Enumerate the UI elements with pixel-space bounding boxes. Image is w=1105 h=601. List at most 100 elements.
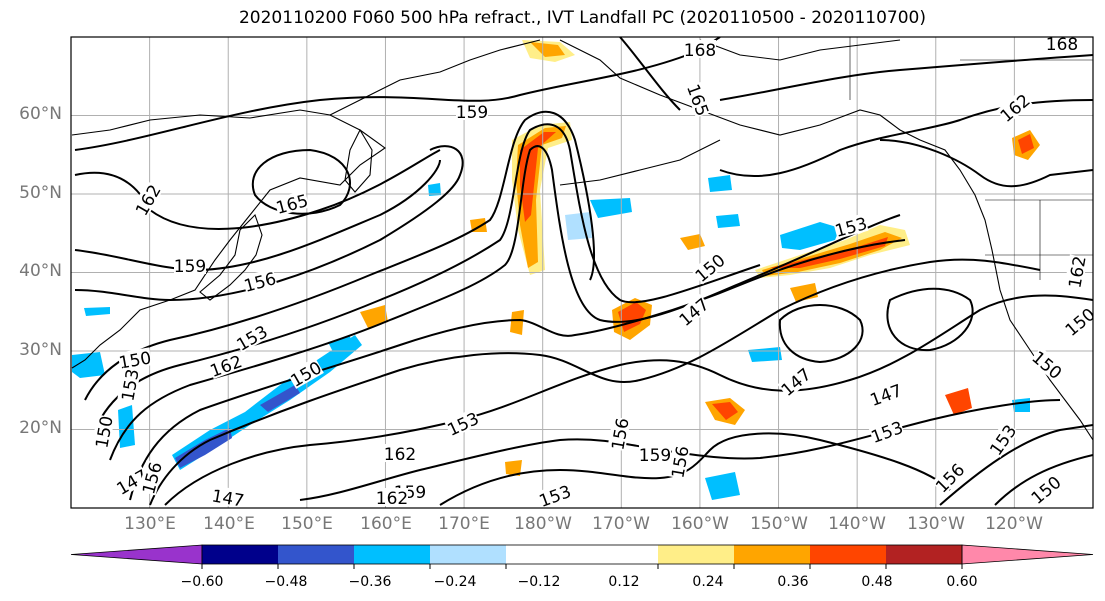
contour-line — [719, 54, 1093, 101]
contour-label: 162 — [376, 489, 408, 509]
contour-label-background — [138, 459, 164, 496]
colorbar-under-arrow — [70, 544, 203, 565]
contour-label-background — [113, 465, 150, 497]
lon-label-130w: 130°W — [907, 514, 965, 534]
anomaly-patch-central — [84, 307, 110, 316]
contour-label-background — [117, 347, 153, 371]
lat-label-20: 20°N — [19, 418, 62, 438]
lon-label-150w: 150°W — [750, 514, 808, 534]
anomaly-patch-central — [328, 336, 352, 350]
contour-line — [164, 294, 1093, 506]
contour-label: 168 — [1046, 35, 1078, 55]
lat-label-60: 60°N — [19, 104, 62, 124]
colorbar-bin — [430, 545, 506, 564]
anomaly-patch-mid — [505, 460, 522, 476]
contour-label: 156 — [668, 444, 693, 479]
colorbar-tick: 0.12 — [608, 574, 640, 590]
anomaly-patch-alaska-north — [530, 42, 565, 57]
contour-label: 153 — [444, 409, 482, 441]
contour-label-background — [376, 488, 408, 506]
contour-line — [74, 145, 464, 302]
positive-anomaly-shading — [360, 40, 1040, 476]
contour-label-background — [607, 416, 631, 452]
contour-label-background — [691, 250, 728, 285]
colorbar-tick: −0.12 — [517, 574, 561, 590]
contour-label: 150 — [1028, 473, 1066, 509]
contour-label-background — [1029, 347, 1066, 382]
colorbar-bin — [278, 545, 354, 564]
contour-label-background — [639, 445, 671, 463]
map-frame — [70, 36, 1094, 509]
contour-label: 147 — [868, 381, 905, 411]
anomaly-patch-kuroshio — [175, 428, 232, 468]
anomaly-patch-east-pacific — [780, 222, 840, 250]
colorbar-bin — [886, 545, 962, 564]
contour-line — [74, 149, 441, 230]
contour-label: 147 — [778, 365, 816, 401]
colorbar-tick: −0.60 — [180, 574, 224, 590]
contour-label-background — [931, 459, 967, 495]
colorbar-tick: 0.24 — [692, 574, 724, 590]
anomaly-patch-east-china — [72, 352, 105, 378]
lon-label-150e: 150°E — [281, 514, 333, 534]
lon-label-130e: 130°E — [124, 514, 176, 534]
colorbar-bin — [506, 545, 658, 564]
contour-label-background — [868, 417, 905, 445]
contour-label: 150 — [1027, 348, 1065, 384]
contour-label: 159 — [174, 257, 206, 277]
contour-label: 156 — [242, 269, 279, 297]
colorbar-tick: 0.48 — [861, 574, 893, 590]
colorbar-bin — [734, 545, 810, 564]
coastline-asia — [71, 109, 386, 369]
contour-label-background — [675, 294, 712, 329]
lon-label-160e: 160°E — [360, 514, 412, 534]
contour-label: 153 — [118, 367, 143, 402]
colorbar-tick: 0.36 — [777, 574, 809, 590]
colorbar-bin — [202, 545, 278, 564]
coastline-north — [699, 39, 901, 61]
contour-label-background — [444, 408, 481, 439]
lon-label-170e: 170°E — [438, 514, 490, 534]
state-borders — [849, 37, 1093, 280]
anomaly-patch-kuroshio — [260, 385, 300, 412]
anomaly-patch-mid — [790, 283, 818, 302]
contour-label-background — [273, 190, 310, 216]
contour-label: 156 — [608, 416, 633, 451]
colorbar-tick: −0.24 — [433, 574, 477, 590]
colorbar-tick: −0.48 — [264, 574, 308, 590]
contour-label-background — [685, 81, 713, 118]
contour-line — [74, 159, 441, 272]
contour-label: 162 — [132, 181, 166, 219]
contour-lines — [74, 37, 1093, 506]
anomaly-patch-central — [708, 175, 732, 192]
contour-label-background — [867, 380, 904, 408]
colorbar-bin — [658, 545, 734, 564]
lon-label-140e: 140°E — [203, 514, 255, 534]
contour-label: 147 — [210, 486, 245, 511]
contour-line — [252, 148, 351, 215]
contour-label: 150 — [1062, 305, 1100, 341]
contour-label: 162 — [384, 445, 416, 465]
contour-line — [129, 239, 906, 501]
lon-label-180w: 180°W — [514, 514, 572, 534]
colorbar-tick: −0.36 — [348, 574, 392, 590]
anomaly-patch-canada — [1018, 134, 1034, 154]
contour-label-background — [996, 90, 1033, 125]
anomaly-patch-central — [590, 198, 632, 218]
colorbar-over-arrow — [961, 544, 1094, 565]
contour-line — [94, 123, 761, 431]
lon-label-170w: 170°W — [592, 514, 650, 534]
lon-label-160w: 160°W — [671, 514, 729, 534]
anomaly-patch-hawaii — [712, 402, 738, 420]
contour-label-background — [117, 367, 141, 403]
contour-label: 159 — [639, 446, 671, 466]
anomaly-patch-mid — [510, 310, 524, 335]
contour-label: 162 — [1065, 254, 1090, 289]
anomaly-patch-mid — [945, 388, 972, 415]
contour-label-background — [174, 256, 206, 274]
coastline-kamchatka — [344, 128, 373, 193]
colorbar — [70, 544, 1094, 569]
contour-line — [879, 139, 1093, 188]
